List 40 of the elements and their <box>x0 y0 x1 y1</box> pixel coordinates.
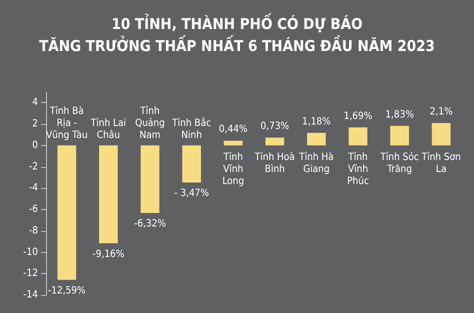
x-tick-label: Tỉnh Lai Châu <box>90 116 126 141</box>
y-tick-label: -2 <box>29 161 38 172</box>
y-tick-label: -4 <box>29 182 38 194</box>
y-tick-label: -8 <box>29 225 38 236</box>
bar <box>57 145 76 280</box>
y-tick-label: 4 <box>32 97 38 108</box>
data-label: 0,44% <box>218 124 248 136</box>
x-tick-label: Tỉnh Hoà Bình <box>254 150 295 175</box>
chart-title: 10 TỈNH, THÀNH PHỐ CÓ DỰ BÁO TĂNG TRƯỞNG THẤP NHẤT 6 THÁNG ĐẦU NĂM 2023 <box>39 13 435 55</box>
bar <box>348 127 368 146</box>
x-tick-label: Tỉnh Sóc Trăng <box>379 150 419 175</box>
data-label: - 3,47% <box>174 188 210 199</box>
data-label: 1,83% <box>385 109 414 120</box>
data-label: 1,69% <box>344 110 373 122</box>
bar <box>307 132 326 146</box>
data-label: 2,1% <box>430 106 454 118</box>
y-tick-label: -10 <box>23 246 38 258</box>
data-label: -6,32% <box>134 218 166 230</box>
bar <box>224 140 243 146</box>
data-label: -12,59% <box>48 285 86 296</box>
x-tick-label: Tỉnh Hà Giang <box>298 150 334 175</box>
bar <box>182 145 201 182</box>
x-tick-label: Tỉnh Bắc Ninh <box>171 116 212 141</box>
y-tick-label: -6 <box>29 204 38 216</box>
bar <box>390 126 409 146</box>
data-label: 0,73% <box>260 121 290 132</box>
x-tick-label: Tỉnh Vĩnh Phúc <box>347 150 369 187</box>
y-tick-label: -12 <box>23 268 38 280</box>
y-tick-label: -14 <box>23 290 38 300</box>
data-label: -9,16% <box>92 248 125 260</box>
x-tick-label: Tỉnh Quảng Nam <box>135 104 165 141</box>
x-tick-label: Tỉnh Sơn La <box>420 150 461 175</box>
data-label: 1,18% <box>302 116 332 128</box>
bar <box>140 145 160 213</box>
y-tick-label: 2 <box>32 118 38 130</box>
bar <box>99 145 118 244</box>
bar <box>432 122 451 146</box>
x-tick-label: Tỉnh Vĩnh Long <box>222 150 244 187</box>
y-tick-label: 0 <box>32 140 38 151</box>
bar <box>265 138 284 146</box>
